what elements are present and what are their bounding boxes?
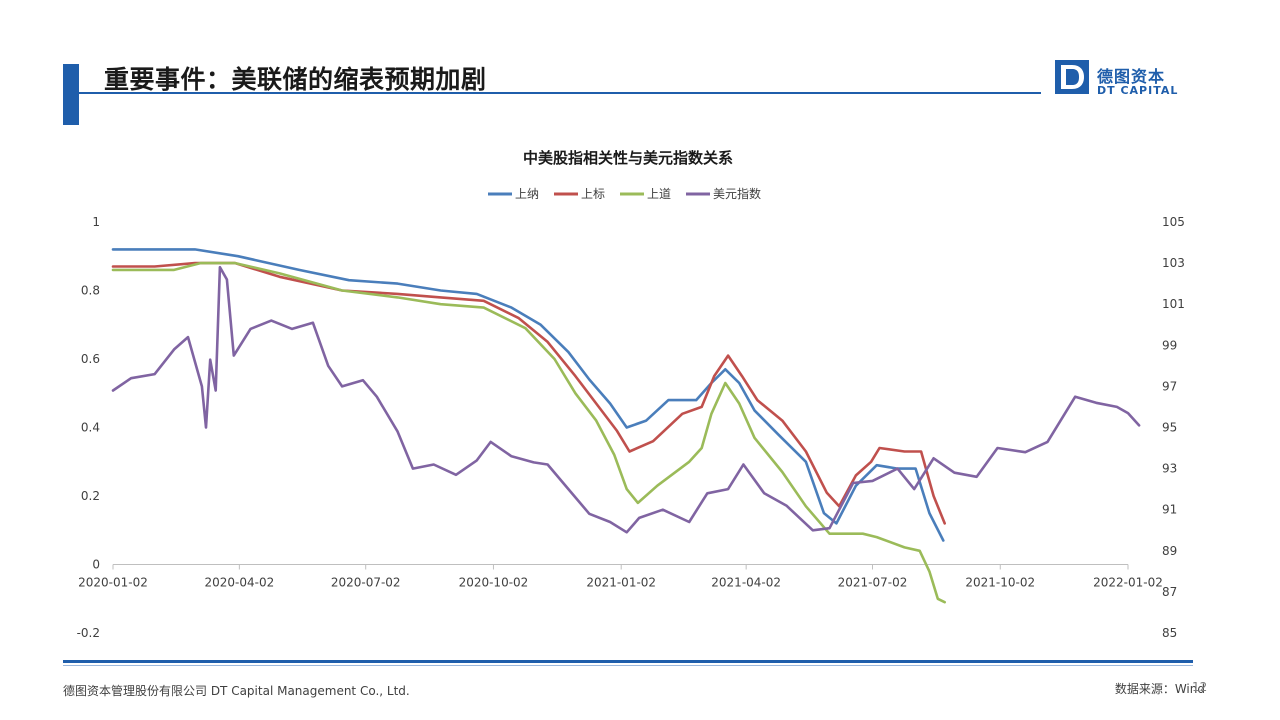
x-tick-label: 2021-01-02 [586, 576, 656, 590]
y-right-tick-label: 93 [1162, 462, 1177, 476]
y-right-tick-label: 91 [1162, 503, 1177, 517]
company-logo: 德图资本 DT CAPITAL [1055, 60, 1185, 100]
y-right-tick-label: 99 [1162, 338, 1177, 352]
y-right-tick-label: 95 [1162, 421, 1177, 435]
x-tick-label: 2020-04-02 [204, 576, 274, 590]
y-right-tick-label: 87 [1162, 585, 1177, 599]
x-tick-label: 2021-07-02 [838, 576, 908, 590]
x-tick-label: 2020-01-02 [78, 576, 148, 590]
page-title: 重要事件：美联储的缩表预期加剧 [104, 65, 487, 94]
chart-title: 中美股指相关性与美元指数关系 [523, 149, 733, 167]
footer-company: 德图资本管理股份有限公司 DT Capital Management Co., … [63, 684, 410, 698]
x-tick-label: 2020-10-02 [459, 576, 529, 590]
chart-series [111, 248, 1141, 604]
y-right-tick-label: 85 [1162, 626, 1177, 640]
chart-legend: 上纳 上标 上道 美元指数 [488, 186, 761, 201]
title-underline [79, 92, 1041, 94]
series-line [111, 261, 947, 525]
y-left-tick-label: 0.8 [81, 284, 100, 298]
series-line [111, 265, 1141, 534]
header-accent-bar [63, 64, 79, 125]
logo-text-cn: 德图资本 [1097, 67, 1166, 86]
x-tick-label: 2021-10-02 [965, 576, 1035, 590]
y-left-tick-label: 0.4 [81, 421, 100, 435]
footer-rule-thin [63, 665, 1193, 666]
y-right-tick-label: 89 [1162, 544, 1177, 558]
series-line [111, 261, 947, 604]
legend-label: 美元指数 [713, 186, 761, 201]
chart-axes: 2020-01-02 2020-04-02 2020-07-02 2020-10-02… [77, 215, 1185, 640]
x-tick-label: 2020-07-02 [331, 576, 401, 590]
series-line [111, 248, 945, 542]
legend-label: 上道 [647, 187, 671, 201]
y-left-tick-label: 0.6 [81, 352, 100, 366]
y-left-tick-label: 1 [92, 215, 100, 229]
logo-mark-icon [1055, 60, 1089, 94]
y-right-tick-label: 101 [1162, 297, 1185, 311]
x-tick-label: 2022-01-02 [1093, 576, 1163, 590]
legend-label: 上纳 [515, 187, 539, 201]
x-tick-label: 2021-04-02 [711, 576, 781, 590]
page-number: 12 [1192, 680, 1208, 694]
y-right-tick-label: 97 [1162, 379, 1177, 393]
logo-text-en: DT CAPITAL [1097, 84, 1179, 97]
footer-rule [63, 660, 1193, 663]
y-left-tick-label: 0.2 [81, 489, 100, 503]
y-left-tick-label: -0.2 [77, 626, 100, 640]
y-right-tick-label: 103 [1162, 256, 1185, 270]
data-source: 数据来源：Wind [1114, 682, 1205, 696]
y-right-tick-label: 105 [1162, 215, 1185, 229]
legend-label: 上标 [581, 187, 605, 201]
y-left-tick-label: 0 [92, 558, 100, 572]
